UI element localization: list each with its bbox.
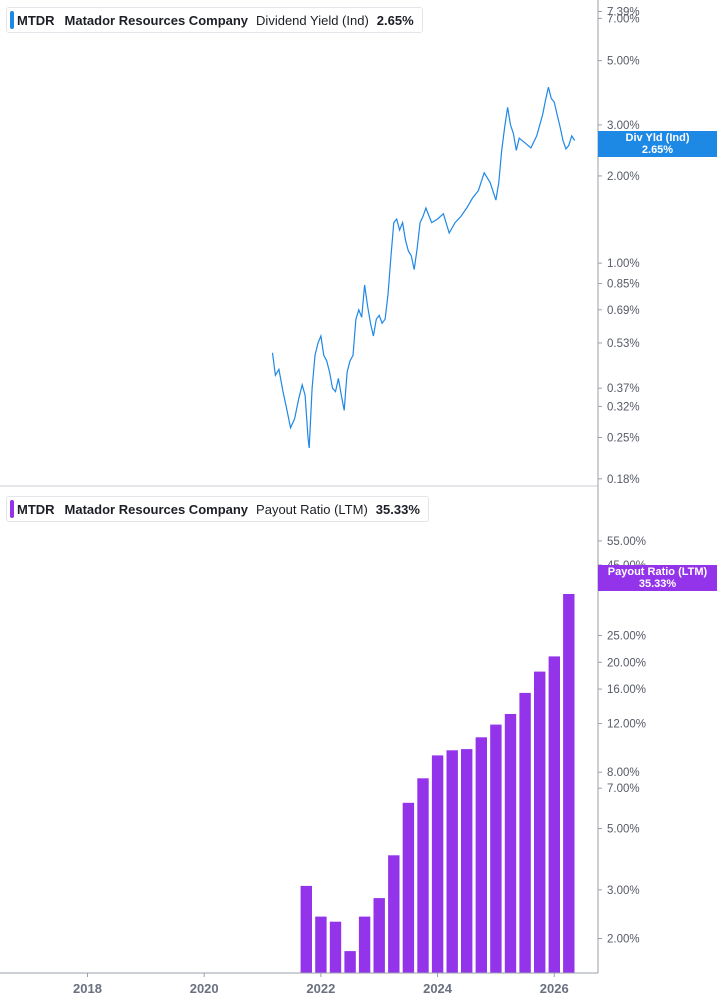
payout-bar	[563, 594, 575, 973]
y-tick-label: 7.00%	[607, 13, 640, 25]
y-tick-label: 16.00%	[607, 684, 646, 696]
legend-value: 35.33%	[375, 501, 420, 517]
dividend-yield-legend[interactable]: MTDR Matador Resources Company Dividend …	[6, 7, 423, 33]
y-tick-label: 55.00%	[607, 536, 646, 548]
legend-ticker: MTDR	[17, 12, 55, 28]
y-tick-label: 0.32%	[607, 401, 640, 413]
y-tick-label: 25.00%	[607, 631, 646, 643]
y-tick-label: 2.00%	[607, 171, 640, 183]
y-tick-label: 0.25%	[607, 432, 640, 444]
y-tick-label: 0.53%	[607, 338, 640, 350]
payout-bar	[461, 749, 473, 973]
legend-metric: Payout Ratio (LTM)	[256, 501, 368, 517]
legend-metric: Dividend Yield (Ind)	[256, 12, 369, 28]
y-tick-label: 1.00%	[607, 258, 640, 270]
payout-ratio-swatch	[10, 500, 14, 518]
payout-bar	[534, 671, 546, 973]
dividend-yield-panel: 7.39%7.00% 5.00% 3.00% 2.00% 1.00% 0.85% 0.69%…	[271, 7, 640, 486]
payout-ratio-bars	[300, 594, 575, 973]
legend-company: Matador Resources Company	[64, 501, 249, 517]
legend-ticker: MTDR	[17, 501, 55, 517]
payout-bar	[344, 951, 356, 973]
dividend-yield-value-tag: Div Yld (Ind) 2.65%	[598, 131, 717, 157]
y-tick-label: 5.00%	[607, 56, 640, 68]
dividend-yield-swatch	[10, 11, 14, 29]
payout-bar	[315, 916, 327, 973]
y-tick-label: 20.00%	[607, 657, 646, 669]
y-tick-label: 5.00%	[607, 824, 640, 836]
payout-bar	[490, 724, 502, 973]
payout-bar	[475, 737, 487, 973]
payout-bar	[358, 916, 371, 973]
tag-label: Payout Ratio (LTM)	[607, 566, 708, 578]
payout-ratio-value-tag: Payout Ratio (LTM) 35.33%	[598, 565, 717, 591]
payout-bar	[373, 898, 385, 973]
y-tick-label: 7.00%	[607, 783, 640, 795]
tag-label: Div Yld (Ind)	[625, 132, 690, 144]
dividend-yield-axis: 7.39%7.00% 5.00% 3.00% 2.00% 1.00% 0.85% 0.69%…	[598, 7, 640, 486]
payout-bar	[519, 692, 531, 973]
y-tick-label: 0.69%	[607, 305, 640, 317]
legend-company: Matador Resources Company	[64, 12, 249, 28]
y-tick-label: 7.39%	[607, 7, 640, 19]
payout-ratio-panel: 55.00%45.00%25.00%20.00%16.00%12.00%8.00…	[300, 536, 646, 973]
tag-value: 35.33%	[638, 578, 677, 590]
payout-ratio-legend[interactable]: MTDR Matador Resources Company Payout Ra…	[6, 496, 429, 522]
payout-bar	[417, 778, 429, 973]
legend-value: 2.65%	[376, 12, 414, 28]
payout-bar	[388, 855, 400, 973]
y-tick-label: 8.00%	[607, 767, 640, 779]
dividend-yield-line	[271, 87, 576, 449]
payout-bar	[300, 885, 312, 973]
y-tick-label: 2.00%	[607, 933, 640, 945]
payout-bar	[548, 656, 560, 973]
payout-bar	[446, 750, 458, 973]
payout-ratio-axis: 55.00%45.00%25.00%20.00%16.00%12.00%8.00…	[598, 536, 646, 945]
x-tick-label: 2026	[540, 981, 569, 996]
x-tick-label: 2022	[306, 981, 335, 996]
x-tick-label: 2018	[73, 981, 102, 996]
y-tick-label: 0.37%	[607, 383, 640, 395]
x-axis: 2018 2020 2022 2024 2026	[73, 973, 569, 996]
payout-bar	[504, 714, 517, 973]
x-tick-label: 2024	[423, 981, 453, 996]
x-tick-label: 2020	[190, 981, 219, 996]
payout-bar	[402, 802, 415, 973]
y-tick-label: 3.00%	[607, 885, 640, 897]
y-tick-label: 3.00%	[607, 120, 640, 132]
tag-value: 2.65%	[641, 144, 674, 156]
payout-bar	[329, 921, 342, 973]
y-tick-label: 0.18%	[607, 474, 640, 486]
y-tick-label: 0.85%	[607, 279, 640, 291]
y-tick-label: 12.00%	[607, 719, 646, 731]
payout-bar	[431, 755, 444, 973]
